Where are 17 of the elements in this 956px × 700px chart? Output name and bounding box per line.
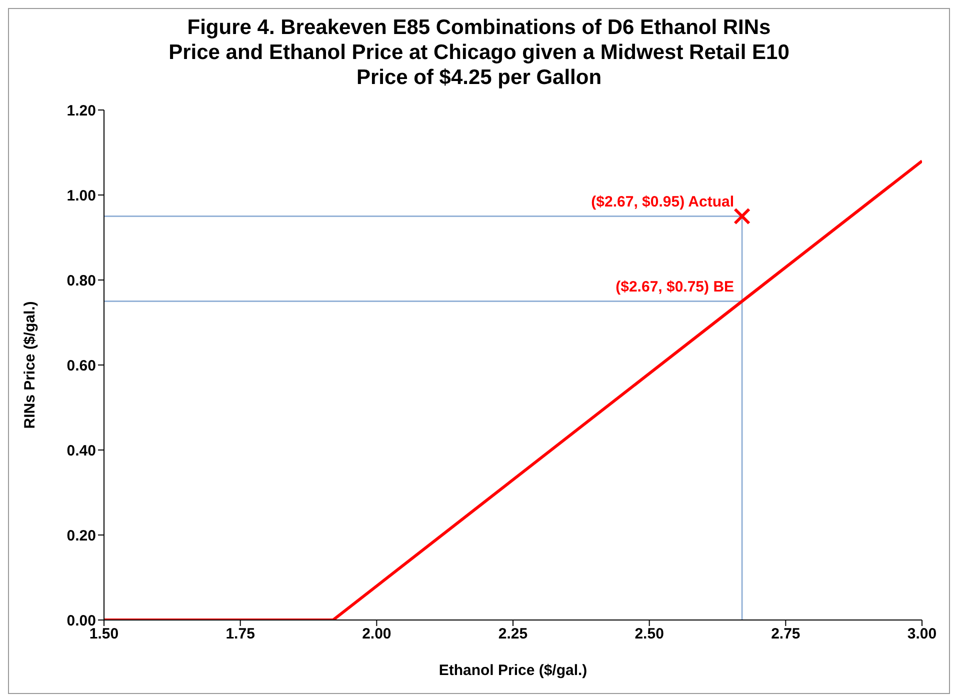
y-tick-label: 1.00: [66, 187, 96, 204]
x-tick-label: 2.75: [771, 626, 800, 643]
y-tick-label: 0.40: [66, 442, 96, 460]
y-tick-label: 0.20: [66, 527, 96, 544]
x-tick-label: 3.00: [907, 626, 937, 643]
annotation: ($2.67, $0.75) BE: [616, 278, 734, 296]
x-tick-label: 2.50: [634, 626, 664, 643]
x-axis-title: Ethanol Price ($/gal.): [438, 662, 588, 679]
y-tick-label: 0.60: [66, 357, 96, 374]
y-tick-label: 1.20: [66, 102, 96, 120]
chart-title: Figure 4. Breakeven E85 Combinations of D6 Ethanol RINs Price and Ethanol Price at Chicago given a Midwest Retail E10 Price of $4.25 per Gallon: [168, 15, 790, 90]
y-tick-label: 0.80: [66, 272, 96, 290]
x-tick-label: 1.75: [226, 626, 255, 643]
y-axis-title: RINs Price ($/gal.): [21, 301, 38, 429]
x-tick-label: 2.25: [498, 626, 528, 643]
annotation: ($2.67, $0.95) Actual: [591, 193, 734, 210]
x-tick-label: 2.00: [362, 626, 392, 643]
